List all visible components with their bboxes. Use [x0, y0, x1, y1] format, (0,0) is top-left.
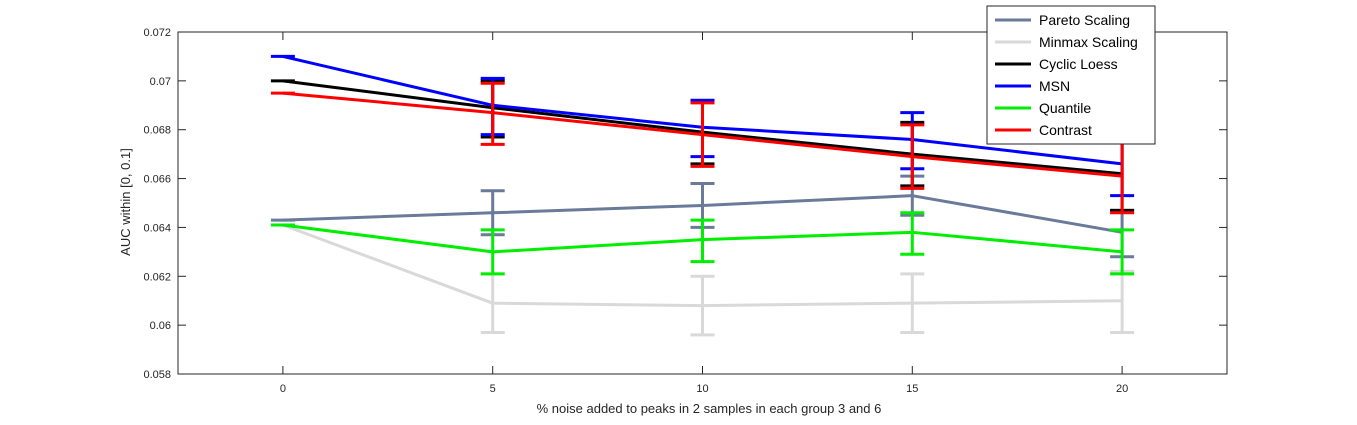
legend-entry: Minmax Scaling — [1039, 34, 1138, 50]
y-tick-label: 0.068 — [143, 125, 171, 137]
x-axis-label: % noise added to peaks in 2 samples in e… — [537, 401, 882, 416]
legend-entry: Pareto Scaling — [1039, 12, 1130, 28]
x-tick-label: 10 — [696, 383, 708, 395]
y-tick-label: 0.064 — [143, 222, 171, 234]
legend: Pareto Scaling Minmax Scaling Cyclic Loess… — [987, 6, 1155, 144]
y-tick-label: 0.072 — [143, 27, 171, 39]
x-tick-label: 0 — [280, 383, 286, 395]
y-tick-label: 0.058 — [143, 369, 171, 381]
legend-entry: Quantile — [1039, 100, 1091, 116]
y-tick-label: 0.06 — [150, 320, 171, 332]
y-axis-label: AUC within [0, 0.1] — [118, 148, 133, 256]
x-tick-label: 5 — [490, 383, 496, 395]
legend-entry: MSN — [1039, 78, 1070, 94]
y-tick-label: 0.066 — [143, 174, 171, 186]
x-tick-label: 15 — [906, 383, 918, 395]
y-tick-label: 0.062 — [143, 271, 171, 283]
legend-entry: Contrast — [1039, 122, 1092, 138]
legend-entry: Cyclic Loess — [1039, 56, 1118, 72]
y-tick-label: 0.07 — [150, 76, 171, 88]
x-tick-label: 20 — [1116, 383, 1128, 395]
